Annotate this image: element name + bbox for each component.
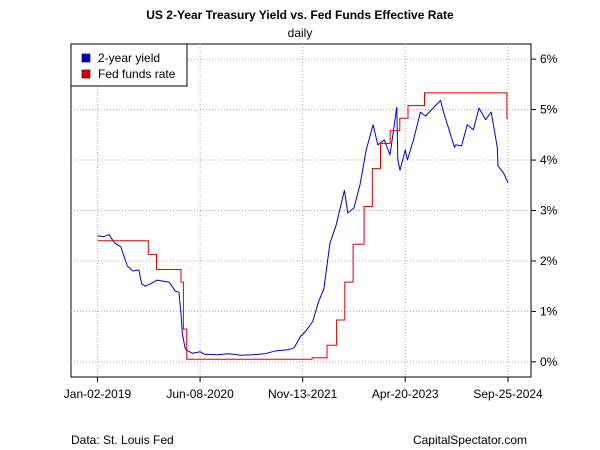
legend-swatch-fed-funds-rate (81, 69, 91, 79)
legend-label-2-year-yield: 2-year yield (98, 51, 160, 65)
x-tick-label: Nov-13-2021 (268, 387, 338, 401)
chart-subtitle: daily (287, 26, 313, 40)
y-axis: 0% 1% 2% 3% 4% 5% 6% (531, 52, 558, 369)
x-tick-label: Jan-02-2019 (64, 387, 132, 401)
yield-line (97, 100, 509, 356)
y-tick-label: 2% (540, 254, 558, 268)
y-tick-label: 6% (540, 52, 558, 66)
x-tick-label: Sep-25-2024 (473, 387, 543, 401)
credit-note: CapitalSpectator.com (412, 433, 527, 447)
x-axis: Jan-02-2019 Jun-08-2020 Nov-13-2021 Apr-20-… (64, 377, 543, 401)
y-tick-label: 3% (540, 204, 558, 218)
series-lines (97, 92, 509, 360)
legend: 2-year yield Fed funds rate (70, 43, 188, 87)
legend-swatch-2-year-yield (81, 53, 91, 63)
y-tick-label: 5% (540, 103, 558, 117)
x-tick-label: Apr-20-2023 (372, 387, 439, 401)
fed-funds-line (97, 92, 508, 360)
y-tick-label: 4% (540, 153, 558, 167)
y-tick-label: 0% (540, 355, 558, 369)
legend-box (70, 43, 188, 87)
grid-lines (71, 44, 531, 377)
y-tick-label: 1% (540, 304, 558, 318)
legend-label-fed-funds-rate: Fed funds rate (98, 67, 176, 81)
source-note: Data: St. Louis Fed (71, 433, 174, 447)
x-tick-label: Jun-08-2020 (166, 387, 234, 401)
chart-title: US 2-Year Treasury Yield vs. Fed Funds E… (146, 8, 454, 22)
